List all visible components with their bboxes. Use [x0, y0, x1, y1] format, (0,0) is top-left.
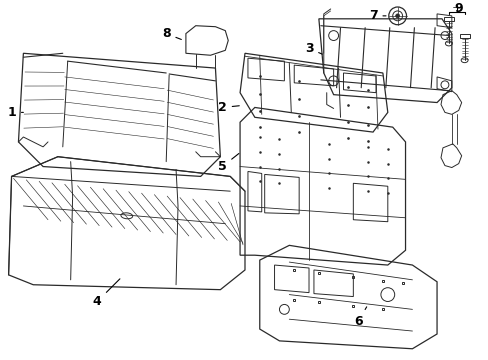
Text: 8: 8 [162, 27, 181, 40]
Text: 2: 2 [218, 101, 239, 114]
Text: 3: 3 [304, 42, 322, 55]
Text: 7: 7 [368, 9, 385, 22]
Circle shape [395, 14, 399, 18]
Text: 6: 6 [353, 307, 366, 328]
Text: 5: 5 [218, 153, 238, 173]
Text: 9: 9 [453, 3, 462, 15]
Text: 1: 1 [7, 106, 23, 119]
Text: 4: 4 [93, 279, 120, 308]
